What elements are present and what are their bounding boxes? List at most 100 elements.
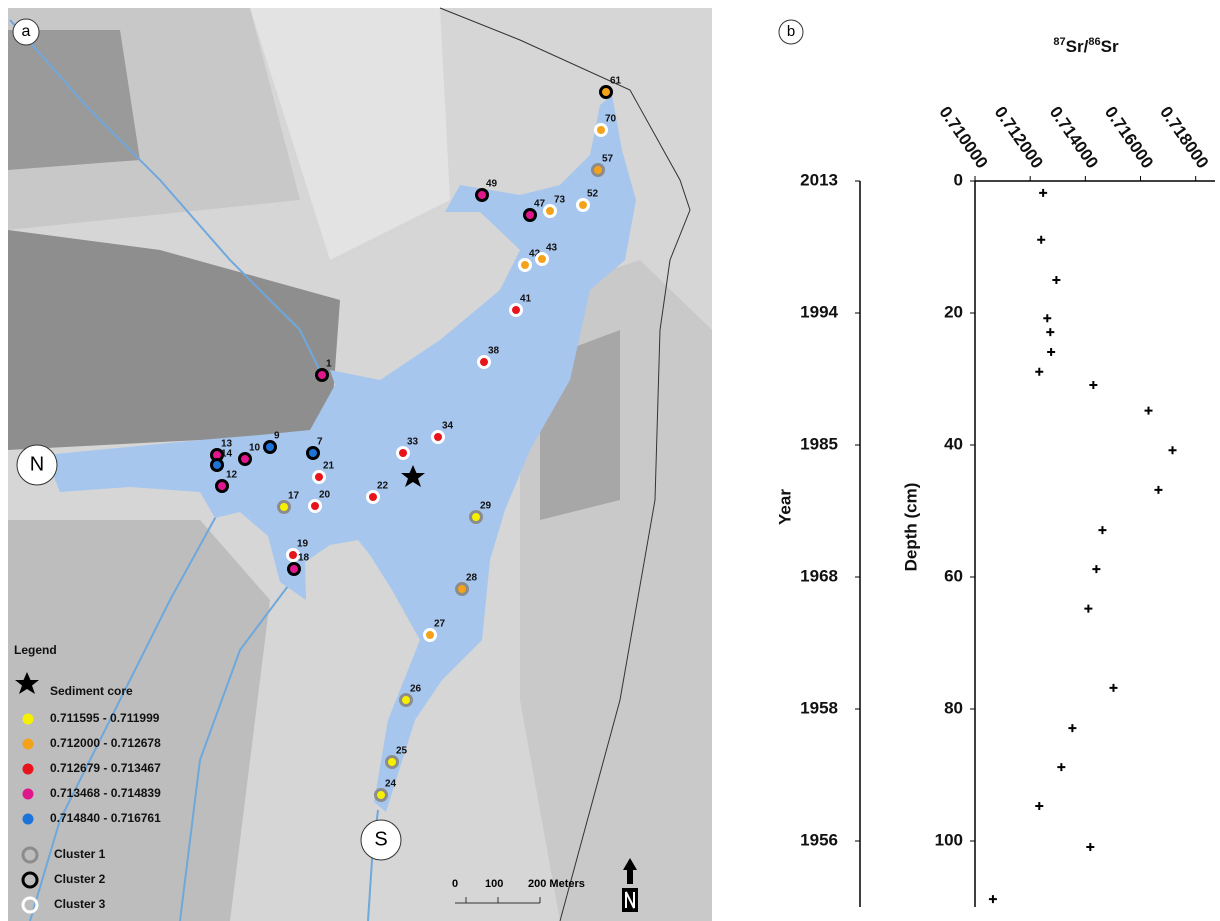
legend-label: Cluster 3 bbox=[54, 897, 106, 911]
sample-site bbox=[425, 630, 436, 641]
data-point bbox=[1092, 565, 1100, 573]
sample-site bbox=[520, 260, 531, 271]
y2-tick-label: 1956 bbox=[800, 830, 838, 849]
data-point bbox=[1047, 348, 1055, 356]
y-tick-label: 80 bbox=[944, 698, 963, 717]
y2-tick-label: 1958 bbox=[800, 698, 838, 717]
legend-label: 0.712679 - 0.713467 bbox=[50, 761, 161, 775]
site-label: 14 bbox=[221, 449, 233, 460]
site-label: 9 bbox=[274, 431, 280, 442]
y2-tick-label: 1994 bbox=[800, 302, 838, 321]
x-axis-label-part: 86 bbox=[1088, 36, 1100, 48]
data-point bbox=[1035, 802, 1043, 810]
sample-site bbox=[433, 432, 444, 443]
data-point bbox=[1098, 526, 1106, 534]
site-label: 10 bbox=[249, 443, 261, 454]
sample-site bbox=[471, 512, 482, 523]
site-label: 19 bbox=[297, 539, 309, 550]
x-axis-label: 87Sr/86Sr bbox=[1053, 36, 1119, 57]
legend-label: 0.713468 - 0.714839 bbox=[50, 786, 161, 800]
sample-site bbox=[212, 460, 223, 471]
legend-label: Sediment core bbox=[50, 684, 133, 698]
data-point bbox=[1169, 446, 1177, 454]
site-label: 34 bbox=[442, 421, 454, 432]
y2-axis-label: Year bbox=[775, 489, 794, 525]
legend-swatch bbox=[23, 714, 34, 725]
site-label: 21 bbox=[323, 461, 335, 472]
legend-label: 0.712000 - 0.712678 bbox=[50, 736, 161, 750]
site-label: 41 bbox=[520, 294, 532, 305]
x-tick-label: 0.716000 bbox=[1101, 103, 1157, 172]
x-axis-label-part: Sr bbox=[1101, 37, 1119, 56]
sample-site bbox=[477, 190, 488, 201]
sample-site bbox=[537, 254, 548, 265]
y-tick-label: 20 bbox=[944, 302, 963, 321]
site-label: 57 bbox=[602, 154, 614, 165]
sample-site bbox=[368, 492, 379, 503]
y2-tick-label: 2013 bbox=[800, 170, 838, 189]
site-label: 49 bbox=[486, 179, 498, 190]
sample-site bbox=[479, 357, 490, 368]
sample-site bbox=[511, 305, 522, 316]
legend-swatch bbox=[23, 814, 34, 825]
x-tick-label: 0.718000 bbox=[1156, 103, 1212, 172]
data-point bbox=[1052, 276, 1060, 284]
scale-label: 200 Meters bbox=[528, 878, 585, 890]
y-tick-label: 100 bbox=[935, 830, 963, 849]
y-tick-label: 0 bbox=[954, 170, 963, 189]
y2-tick-label: 1968 bbox=[800, 566, 838, 585]
data-point bbox=[1086, 843, 1094, 851]
site-label: 17 bbox=[288, 491, 300, 502]
data-point bbox=[1068, 724, 1076, 732]
x-tick-label: 0.710000 bbox=[935, 103, 991, 172]
scale-label: 100 bbox=[485, 878, 503, 890]
data-point bbox=[1039, 189, 1047, 197]
north-label: N bbox=[30, 453, 44, 475]
site-label: 22 bbox=[377, 481, 389, 492]
figure: a N S Legend Sediment core 0 100 200 Met… bbox=[0, 0, 1220, 921]
site-label: 26 bbox=[410, 684, 422, 695]
site-label: 70 bbox=[605, 114, 617, 125]
data-point bbox=[989, 895, 997, 903]
sample-site bbox=[317, 370, 328, 381]
sample-site bbox=[310, 501, 321, 512]
sample-site bbox=[525, 210, 536, 221]
x-tick-label: 0.712000 bbox=[991, 103, 1047, 172]
legend-swatch bbox=[23, 789, 34, 800]
data-point bbox=[1037, 236, 1045, 244]
site-label: 27 bbox=[434, 619, 446, 630]
data-point bbox=[1046, 328, 1054, 336]
legend-swatch bbox=[23, 739, 34, 750]
data-point bbox=[1043, 314, 1051, 322]
south-label: S bbox=[374, 828, 387, 850]
sample-site bbox=[240, 454, 251, 465]
legend-label: Cluster 2 bbox=[54, 872, 106, 886]
y2-tick-label: 1985 bbox=[800, 434, 838, 453]
chart: b 87Sr/86Sr Depth (cm) Year 0.7100000.71… bbox=[775, 20, 1215, 907]
y-axis-label: Depth (cm) bbox=[901, 483, 920, 572]
sample-site bbox=[314, 472, 325, 483]
legend-swatch bbox=[23, 764, 34, 775]
sample-site bbox=[596, 125, 607, 136]
legend-label: 0.711595 - 0.711999 bbox=[50, 711, 160, 725]
legend-label: Cluster 1 bbox=[54, 847, 106, 861]
x-axis-label-part: 87 bbox=[1053, 36, 1065, 48]
sample-site bbox=[398, 448, 409, 459]
x-tick-label: 0.714000 bbox=[1046, 103, 1102, 172]
site-label: 1 bbox=[326, 359, 332, 370]
site-label: 7 bbox=[317, 437, 323, 448]
sample-site bbox=[545, 206, 556, 217]
x-axis-label-part: Sr/ bbox=[1066, 37, 1089, 56]
sample-site bbox=[279, 502, 290, 513]
sample-site bbox=[593, 165, 604, 176]
sample-site bbox=[265, 442, 276, 453]
sample-site bbox=[401, 695, 412, 706]
map: a N S Legend Sediment core 0 100 200 Met… bbox=[8, 8, 712, 921]
y-tick-label: 60 bbox=[944, 566, 963, 585]
scale-label: 0 bbox=[452, 878, 458, 890]
sample-site bbox=[376, 790, 387, 801]
site-label: 20 bbox=[319, 490, 331, 501]
data-point bbox=[1084, 605, 1092, 613]
site-label: 24 bbox=[385, 779, 397, 790]
site-label: 61 bbox=[610, 76, 622, 87]
